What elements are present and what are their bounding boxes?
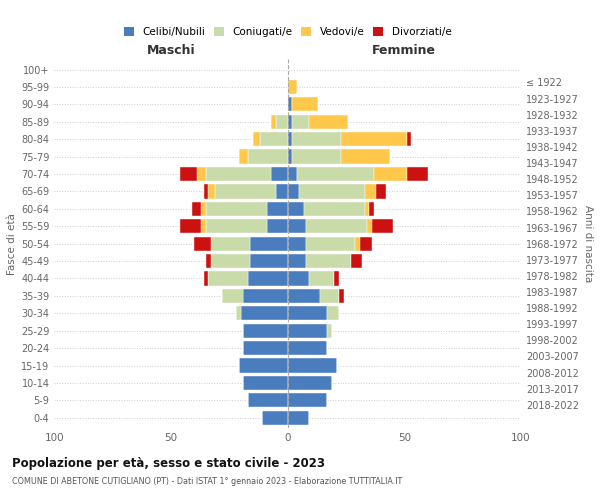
Bar xyxy=(203,272,208,285)
Bar xyxy=(287,80,297,94)
Bar xyxy=(287,288,320,303)
Bar xyxy=(287,150,292,164)
Bar xyxy=(211,254,250,268)
Bar xyxy=(206,167,271,181)
Y-axis label: Anni di nascita: Anni di nascita xyxy=(583,205,593,282)
Bar xyxy=(287,393,328,407)
Bar xyxy=(287,219,307,234)
Bar xyxy=(253,132,260,146)
Bar xyxy=(292,132,341,146)
Bar xyxy=(297,167,374,181)
Text: Femmine: Femmine xyxy=(373,44,436,58)
Bar xyxy=(287,254,307,268)
Bar xyxy=(262,410,287,425)
Bar xyxy=(355,236,360,251)
Bar xyxy=(407,132,412,146)
Bar xyxy=(308,272,334,285)
Bar xyxy=(266,219,287,234)
Bar xyxy=(287,410,308,425)
Bar xyxy=(211,236,250,251)
Bar xyxy=(360,236,371,251)
Bar xyxy=(341,150,391,164)
Bar xyxy=(365,202,370,216)
Bar xyxy=(266,202,287,216)
Bar xyxy=(350,254,362,268)
Bar xyxy=(202,219,206,234)
Bar xyxy=(287,376,332,390)
Bar xyxy=(292,97,318,112)
Bar xyxy=(208,184,215,198)
Bar xyxy=(194,236,211,251)
Bar xyxy=(244,376,287,390)
Bar xyxy=(407,167,428,181)
Y-axis label: Fasce di età: Fasce di età xyxy=(7,212,17,274)
Bar xyxy=(334,272,339,285)
Bar xyxy=(374,167,407,181)
Bar xyxy=(223,288,244,303)
Bar xyxy=(307,236,355,251)
Bar xyxy=(287,341,328,355)
Bar xyxy=(206,219,266,234)
Bar xyxy=(239,150,248,164)
Bar xyxy=(181,219,202,234)
Bar xyxy=(208,272,248,285)
Bar xyxy=(307,219,367,234)
Bar xyxy=(203,184,208,198)
Bar xyxy=(371,219,392,234)
Bar xyxy=(202,202,206,216)
Text: COMUNE DI ABETONE CUTIGLIANO (PT) - Dati ISTAT 1° gennaio 2023 - Elaborazione TU: COMUNE DI ABETONE CUTIGLIANO (PT) - Dati… xyxy=(12,478,402,486)
Bar xyxy=(320,288,339,303)
Bar xyxy=(341,132,407,146)
Bar xyxy=(236,306,241,320)
Bar xyxy=(339,288,344,303)
Legend: Celibi/Nubili, Coniugati/e, Vedovi/e, Divorziati/e: Celibi/Nubili, Coniugati/e, Vedovi/e, Di… xyxy=(121,24,455,40)
Bar xyxy=(328,324,332,338)
Bar xyxy=(304,202,365,216)
Bar xyxy=(287,236,307,251)
Bar xyxy=(376,184,386,198)
Bar xyxy=(271,167,287,181)
Bar xyxy=(244,324,287,338)
Bar xyxy=(276,114,287,129)
Bar xyxy=(181,167,197,181)
Bar xyxy=(250,254,287,268)
Bar xyxy=(287,202,304,216)
Bar xyxy=(308,114,349,129)
Bar xyxy=(248,272,287,285)
Bar xyxy=(248,393,287,407)
Bar xyxy=(244,288,287,303)
Bar xyxy=(370,202,374,216)
Bar xyxy=(287,97,292,112)
Text: Popolazione per età, sesso e stato civile - 2023: Popolazione per età, sesso e stato civil… xyxy=(12,458,325,470)
Bar xyxy=(287,132,292,146)
Bar xyxy=(292,150,341,164)
Bar xyxy=(287,358,337,372)
Bar xyxy=(287,184,299,198)
Bar xyxy=(292,114,308,129)
Bar xyxy=(299,184,365,198)
Bar xyxy=(287,167,297,181)
Bar xyxy=(287,114,292,129)
Bar xyxy=(241,306,287,320)
Bar xyxy=(197,167,206,181)
Bar xyxy=(271,114,276,129)
Bar xyxy=(206,202,266,216)
Bar xyxy=(192,202,202,216)
Bar xyxy=(367,219,371,234)
Text: Maschi: Maschi xyxy=(147,44,196,58)
Bar xyxy=(307,254,350,268)
Bar xyxy=(287,272,308,285)
Bar xyxy=(250,236,287,251)
Bar xyxy=(365,184,376,198)
Bar xyxy=(215,184,276,198)
Bar xyxy=(239,358,287,372)
Bar xyxy=(260,132,287,146)
Bar xyxy=(276,184,287,198)
Bar xyxy=(206,254,211,268)
Bar xyxy=(287,306,328,320)
Bar xyxy=(328,306,339,320)
Bar xyxy=(244,341,287,355)
Bar xyxy=(287,324,328,338)
Bar xyxy=(248,150,287,164)
